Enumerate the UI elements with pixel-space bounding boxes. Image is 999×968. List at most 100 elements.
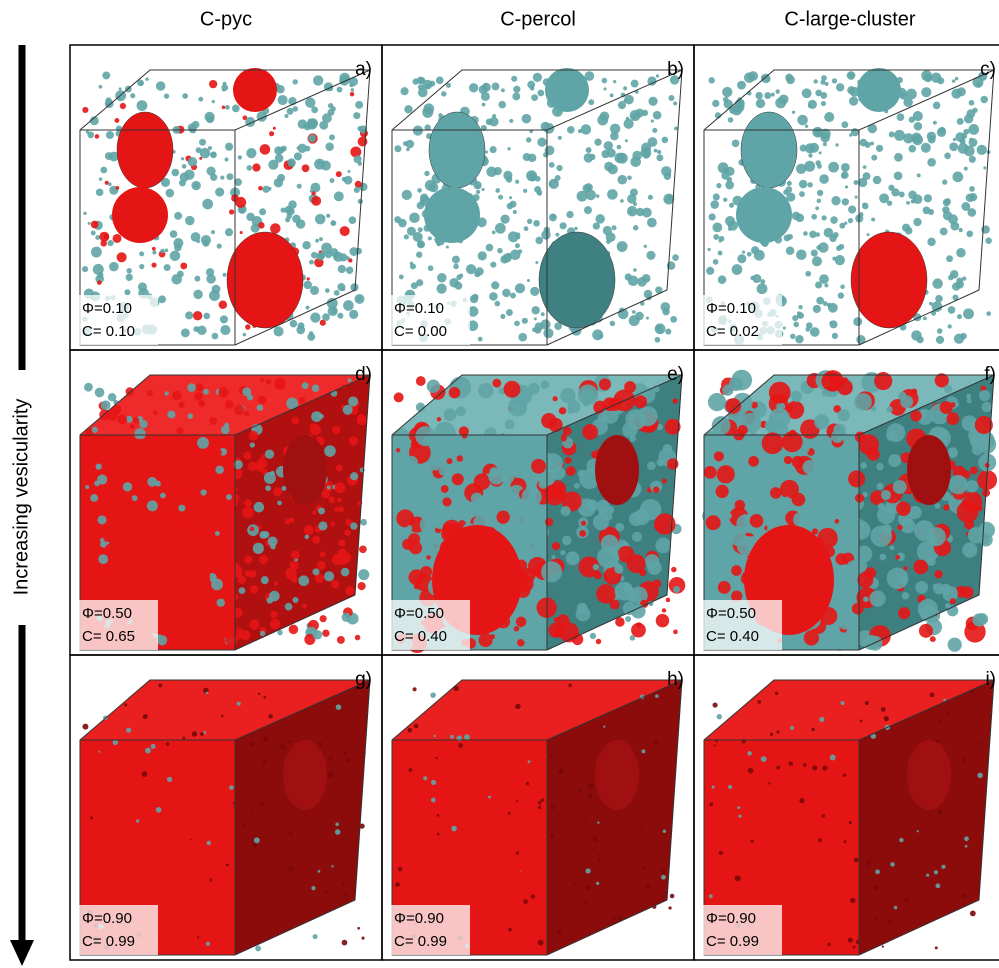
bubble bbox=[891, 188, 900, 197]
bubble bbox=[805, 270, 812, 277]
bubble bbox=[625, 409, 647, 430]
panel-border bbox=[693, 654, 999, 961]
bubble bbox=[789, 725, 795, 731]
large-bubble bbox=[736, 187, 792, 243]
bubble bbox=[262, 736, 268, 742]
bubble bbox=[174, 500, 182, 508]
bubble bbox=[312, 510, 317, 515]
bubble bbox=[331, 580, 340, 589]
bubble bbox=[898, 391, 907, 401]
bubble bbox=[174, 211, 183, 220]
bubble bbox=[117, 414, 128, 425]
bubble bbox=[793, 321, 800, 328]
bubble bbox=[287, 158, 296, 167]
bubble bbox=[349, 83, 354, 88]
bubble bbox=[709, 802, 714, 807]
bubble bbox=[244, 499, 252, 508]
bubble bbox=[877, 502, 886, 511]
bubble bbox=[317, 869, 321, 873]
bubble bbox=[661, 608, 667, 613]
bubble bbox=[319, 237, 323, 242]
bubble bbox=[920, 142, 931, 153]
bubble bbox=[580, 520, 587, 526]
bubble bbox=[409, 471, 430, 492]
bubble bbox=[197, 449, 209, 461]
bubble bbox=[592, 514, 610, 531]
large-bubble bbox=[283, 435, 327, 505]
bubble bbox=[723, 99, 733, 109]
bubble bbox=[103, 534, 112, 543]
bubble bbox=[187, 383, 196, 392]
bubble bbox=[505, 176, 513, 183]
bubble bbox=[647, 137, 658, 147]
bubble bbox=[646, 250, 656, 260]
bubble bbox=[755, 98, 766, 109]
bubble bbox=[756, 283, 768, 295]
bubble bbox=[668, 906, 672, 910]
bubble bbox=[665, 328, 672, 335]
bubble bbox=[178, 489, 190, 501]
bubble bbox=[236, 628, 244, 635]
bubble bbox=[829, 321, 833, 325]
bubble bbox=[302, 241, 311, 250]
bubble bbox=[151, 246, 156, 251]
bubble bbox=[187, 156, 198, 167]
bubble bbox=[205, 268, 215, 277]
bubble bbox=[280, 207, 286, 213]
bubble bbox=[424, 179, 436, 191]
bubble bbox=[200, 234, 212, 246]
bubble bbox=[225, 105, 230, 110]
phi-value: Φ=0.90 bbox=[394, 910, 444, 927]
bubble bbox=[424, 170, 430, 177]
bubble bbox=[908, 116, 915, 123]
bubble bbox=[331, 865, 334, 868]
bubble bbox=[249, 526, 255, 532]
bubble bbox=[788, 761, 793, 766]
bubble bbox=[828, 161, 840, 173]
bubble bbox=[154, 480, 161, 487]
bubble bbox=[664, 418, 681, 435]
bubble bbox=[549, 753, 553, 757]
bubble bbox=[587, 792, 593, 799]
bubble bbox=[318, 507, 325, 515]
bubble bbox=[485, 243, 494, 252]
bubble bbox=[776, 730, 780, 734]
bubble bbox=[249, 442, 255, 448]
bubble bbox=[811, 213, 818, 220]
bubble bbox=[259, 630, 266, 637]
bubble bbox=[197, 325, 207, 336]
bubble bbox=[521, 317, 528, 324]
bubble bbox=[480, 91, 490, 101]
bubble bbox=[703, 466, 717, 479]
bubble bbox=[357, 126, 363, 132]
bubble bbox=[969, 690, 974, 694]
bubble bbox=[239, 230, 243, 235]
phi-value: Φ=0.50 bbox=[82, 605, 132, 622]
bubble bbox=[933, 583, 945, 595]
bubble bbox=[310, 182, 321, 193]
bubble bbox=[895, 554, 901, 560]
bubble bbox=[89, 116, 99, 126]
c-value: C= 0.40 bbox=[394, 628, 447, 645]
bubble bbox=[461, 433, 468, 439]
bubble bbox=[831, 332, 839, 340]
bubble bbox=[512, 92, 521, 101]
bubble bbox=[837, 379, 853, 396]
bubble bbox=[537, 939, 544, 946]
bubble bbox=[662, 307, 670, 316]
bubble bbox=[566, 210, 574, 219]
c-value: C= 0.99 bbox=[394, 933, 447, 950]
bubble bbox=[886, 423, 906, 443]
bubble bbox=[567, 126, 575, 134]
bubble bbox=[122, 482, 133, 492]
bubble bbox=[750, 839, 754, 843]
bubble bbox=[478, 383, 494, 399]
bubble bbox=[232, 593, 239, 600]
bubble bbox=[598, 378, 611, 391]
bubble bbox=[886, 406, 893, 413]
bubble bbox=[633, 508, 650, 526]
bubble bbox=[118, 519, 127, 528]
bubble bbox=[409, 212, 420, 224]
bubble bbox=[244, 555, 253, 564]
